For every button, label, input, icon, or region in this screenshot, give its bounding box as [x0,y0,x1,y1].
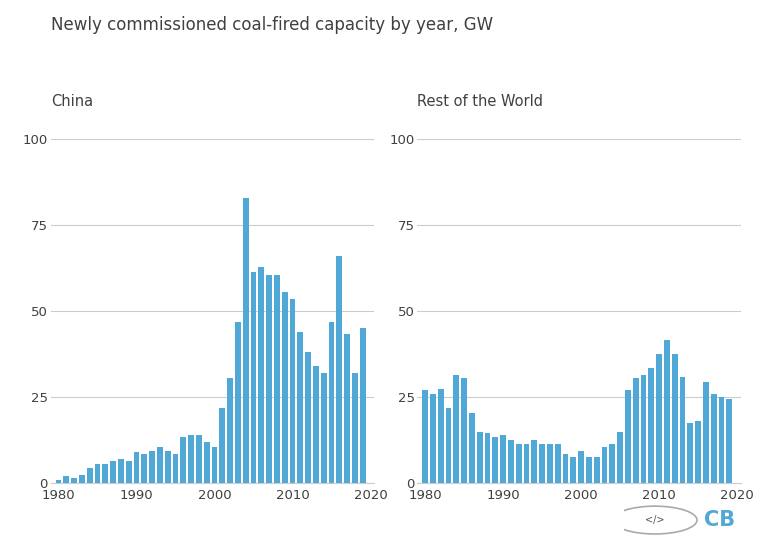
Bar [110,461,116,483]
Bar [508,440,514,483]
Circle shape [613,506,697,534]
Bar [266,275,272,483]
Bar [484,434,491,483]
Bar [87,468,93,483]
Bar [180,437,186,483]
Text: China: China [51,94,93,109]
Bar [313,366,319,483]
Bar [211,447,218,483]
Bar [126,461,132,483]
Bar [477,431,483,483]
Bar [258,266,264,483]
Bar [711,394,717,483]
Bar [250,272,257,483]
Bar [656,354,662,483]
Bar [640,375,647,483]
Bar [196,435,202,483]
Bar [492,437,498,483]
Bar [648,368,654,483]
Bar [219,407,225,483]
Bar [172,454,179,483]
Bar [141,454,147,483]
Text: Newly commissioned coal-fired capacity by year, GW: Newly commissioned coal-fired capacity b… [51,16,493,34]
Bar [664,341,670,483]
Bar [297,332,303,483]
Bar [687,423,693,483]
Bar [438,389,444,483]
Bar [547,444,553,483]
Bar [523,444,530,483]
Bar [63,476,69,483]
Bar [679,377,686,483]
Bar [469,413,475,483]
Bar [149,450,155,483]
Text: </>: </> [645,515,665,525]
Bar [500,435,506,483]
Bar [578,450,584,483]
Bar [133,452,140,483]
Bar [305,353,311,483]
Bar [235,322,241,483]
Bar [570,458,576,483]
Bar [445,407,452,483]
Bar [555,444,561,483]
Bar [165,450,171,483]
Bar [617,431,623,483]
Bar [79,474,85,483]
Bar [609,444,615,483]
Bar [531,440,537,483]
Bar [625,390,631,483]
Bar [274,275,280,483]
Bar [344,334,350,483]
Text: Rest of the World: Rest of the World [417,94,544,109]
Bar [282,292,288,483]
Bar [562,454,569,483]
Bar [726,399,732,483]
Bar [188,435,194,483]
Bar [539,444,545,483]
Bar [594,458,600,483]
Bar [516,444,522,483]
Bar [118,459,124,483]
Bar [336,256,342,483]
Bar [633,378,639,483]
Bar [695,422,701,483]
Bar [601,447,608,483]
Bar [71,478,77,483]
Text: CB: CB [704,510,735,530]
Bar [55,480,62,483]
Bar [453,375,459,483]
Bar [352,373,358,483]
Bar [430,394,436,483]
Bar [94,464,101,483]
Bar [672,354,678,483]
Bar [422,390,428,483]
Bar [328,322,335,483]
Bar [243,198,249,483]
Bar [204,442,210,483]
Bar [360,329,366,483]
Bar [461,378,467,483]
Bar [227,378,233,483]
Bar [321,373,327,483]
Bar [586,458,592,483]
Bar [703,382,709,483]
Bar [157,447,163,483]
Bar [289,299,296,483]
Bar [102,464,108,483]
Bar [718,397,725,483]
